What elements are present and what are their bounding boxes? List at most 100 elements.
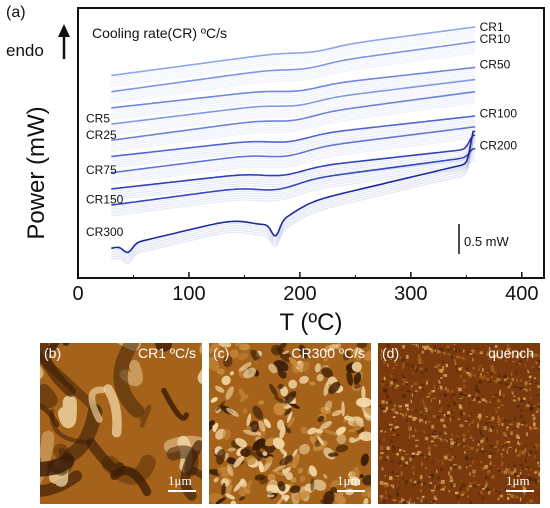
- series-label: CR1: [480, 20, 504, 34]
- series-line-cr75: [111, 126, 476, 174]
- afm-panel-b: (b) CR1 ºC/s 1μm: [40, 343, 202, 504]
- afm-scale-bar: [337, 490, 365, 492]
- series-line-cr50: [111, 66, 476, 109]
- series-label: CR300: [86, 225, 124, 239]
- y-axis-label: Power (mW): [23, 106, 50, 239]
- series-shade: [111, 71, 476, 113]
- series-label: CR150: [86, 193, 124, 207]
- series-shade: [111, 97, 476, 148]
- x-tick-label: 100: [172, 283, 205, 305]
- series-shade: [111, 135, 476, 258]
- series-shade: [111, 81, 476, 127]
- series-shade: [111, 141, 476, 197]
- series-shade: [111, 73, 476, 116]
- series-shade: [111, 141, 476, 264]
- series-shade: [111, 45, 476, 97]
- series-shade: [111, 145, 476, 201]
- series-shade: [111, 47, 476, 99]
- series-label: CR10: [480, 32, 511, 46]
- series-shade: [111, 124, 476, 166]
- series-shade: [111, 150, 476, 208]
- series-shade: [111, 52, 476, 104]
- series-shade: [111, 35, 476, 85]
- series-shade: [111, 50, 476, 102]
- series-line-cr25: [111, 90, 476, 142]
- series-shade: [111, 32, 476, 83]
- series-label: CR50: [480, 58, 511, 72]
- series-shade: [111, 119, 476, 162]
- x-axis-label: T (ºC): [280, 309, 343, 336]
- series-shade: [111, 37, 476, 88]
- series-shade: [111, 132, 476, 256]
- afm-condition-label: quench: [488, 345, 534, 361]
- endo-arrow: [58, 24, 70, 59]
- series-shade: [111, 137, 476, 185]
- afm-image: [40, 343, 202, 504]
- x-tick-label: 400: [505, 283, 538, 305]
- x-tick-label: 0: [72, 283, 83, 305]
- series-shade: [111, 99, 476, 150]
- series-label: CR25: [86, 128, 117, 142]
- afm-panel-label: (d): [382, 345, 400, 361]
- series-label: CR100: [480, 106, 518, 120]
- series-shade: [111, 28, 476, 79]
- series-shade: [111, 130, 476, 178]
- afm-panel-label: (c): [213, 345, 230, 361]
- series-shade: [111, 93, 476, 144]
- series-label: CR200: [480, 139, 518, 153]
- series-label: CR5: [86, 112, 110, 126]
- series-shade: [111, 135, 476, 183]
- series-shade: [111, 30, 476, 81]
- series-line-cr300: [111, 130, 476, 254]
- series-shade: [111, 90, 476, 136]
- afm-scale-bar: [506, 490, 534, 492]
- x-tick-label: 300: [394, 283, 427, 305]
- series-layer: [111, 26, 476, 264]
- endo-label: endo: [6, 41, 44, 60]
- series-shade: [111, 87, 476, 134]
- afm-scale-bar: [168, 490, 196, 492]
- series-shade: [111, 139, 476, 262]
- series-line-cr10: [111, 41, 476, 93]
- series-shade: [111, 154, 476, 213]
- series-shade: [111, 139, 476, 194]
- series-shade: [111, 69, 476, 111]
- x-tick-label: 200: [283, 283, 316, 305]
- series-shade: [111, 122, 476, 164]
- afm-scale-bar-label: 1μm: [168, 473, 192, 488]
- series-shade: [111, 132, 476, 180]
- afm-condition-label: CR300 ºC/s: [291, 345, 365, 361]
- series-shade: [111, 102, 476, 152]
- afm-scale-bar-label: 1μm: [506, 473, 530, 488]
- panel-a-label: (a): [6, 4, 26, 21]
- afm-panel-d: (d) quench 1μm: [378, 343, 540, 504]
- axis-layer: 0 100 200 300 400 T (ºC) Power (mW): [23, 106, 538, 336]
- series-shade: [111, 95, 476, 146]
- afm-image: [209, 343, 371, 504]
- afm-panel-c: (c) CR300 ºC/s 1μm: [209, 343, 371, 504]
- series-shade: [111, 128, 476, 176]
- series-shade: [111, 83, 476, 130]
- series-shade: [111, 137, 476, 260]
- series-line-cr5: [111, 78, 476, 125]
- series-label: CR75: [86, 163, 117, 177]
- series-shade: [111, 85, 476, 132]
- afm-scale-bar-label: 1μm: [337, 473, 361, 488]
- series-shade: [111, 117, 476, 160]
- series-shade: [111, 43, 476, 95]
- series-line-cr1: [111, 26, 476, 77]
- series-line-cr200: [111, 134, 476, 190]
- series-shade: [111, 75, 476, 118]
- plot-border: [77, 7, 545, 279]
- afm-panel-label: (b): [44, 345, 62, 361]
- afm-condition-label: CR1 ºC/s: [137, 345, 196, 361]
- series-line-cr100: [111, 115, 476, 158]
- series-shade: [111, 77, 476, 120]
- scale-bar-label: 0.5 mW: [464, 234, 510, 249]
- plot-frame: [77, 7, 545, 279]
- series-shade: [111, 152, 476, 211]
- afm-image: [378, 343, 540, 504]
